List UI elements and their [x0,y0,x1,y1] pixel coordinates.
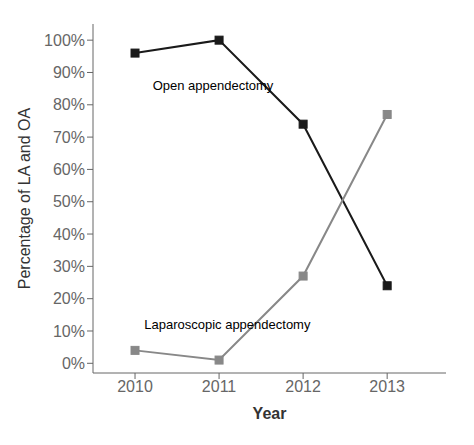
svg-text:50%: 50% [53,193,85,210]
svg-text:Laparoscopic appendectomy: Laparoscopic appendectomy [144,317,311,332]
svg-text:30%: 30% [53,258,85,275]
svg-text:70%: 70% [53,129,85,146]
svg-text:80%: 80% [53,96,85,113]
svg-text:60%: 60% [53,161,85,178]
svg-text:0%: 0% [62,355,85,372]
svg-text:2012: 2012 [285,378,321,395]
svg-text:40%: 40% [53,226,85,243]
svg-text:2010: 2010 [117,378,153,395]
svg-text:2013: 2013 [369,378,405,395]
svg-text:Year: Year [253,405,287,422]
svg-text:90%: 90% [53,64,85,81]
svg-text:Percentage of LA and OA: Percentage of LA and OA [16,107,33,289]
svg-text:Open appendectomy: Open appendectomy [153,78,274,93]
svg-text:100%: 100% [44,32,85,49]
svg-text:2011: 2011 [202,378,237,395]
svg-text:20%: 20% [53,290,85,307]
svg-text:10%: 10% [53,323,85,340]
